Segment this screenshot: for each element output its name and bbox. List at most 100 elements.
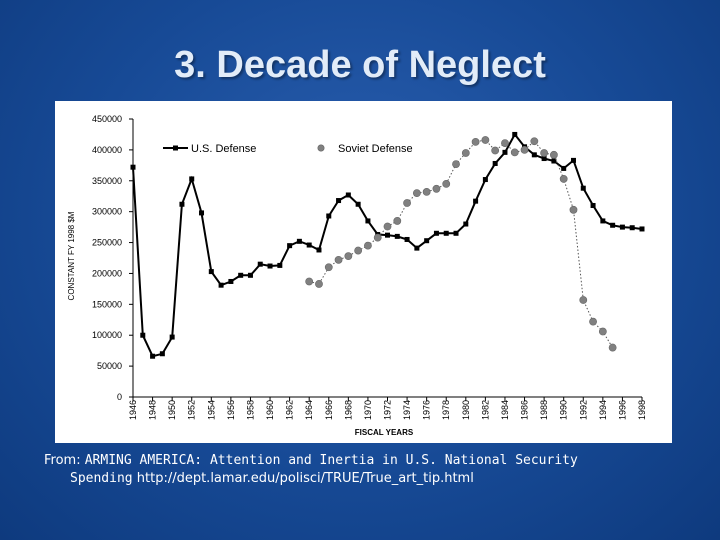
data-point: [598, 327, 607, 336]
caption-prefix: From:: [44, 453, 85, 468]
x-axis-label: FISCAL YEARS: [355, 428, 414, 437]
x-tick-label: 1954: [206, 400, 216, 420]
x-tick-label: 1958: [245, 400, 255, 420]
data-point: [422, 187, 431, 196]
data-point: [492, 160, 498, 166]
x-tick-label: 1974: [402, 400, 412, 420]
legend-marker-us-defense: [173, 145, 178, 151]
series-line: [309, 139, 614, 348]
x-tick-label: 1964: [304, 400, 314, 420]
data-point: [502, 149, 508, 155]
source-caption: From: ARMING AMERICA: Attention and Iner…: [44, 452, 684, 488]
x-tick-label: 1962: [285, 400, 295, 420]
data-point: [257, 261, 263, 267]
data-point: [364, 241, 372, 250]
data-point: [570, 157, 576, 163]
x-tick-label: 1966: [324, 400, 334, 420]
data-point: [629, 225, 635, 231]
caption-source-title: ARMING AMERICA: Attention and Inertia in…: [84, 453, 578, 468]
y-tick-label: 0: [117, 392, 122, 402]
data-point: [610, 222, 616, 228]
data-point: [550, 150, 558, 159]
data-point: [471, 137, 480, 146]
data-point: [238, 272, 244, 278]
data-point: [247, 272, 253, 278]
line-chart: 0 50000 100000 150000 200000 250000 300000 3500…: [67, 114, 647, 437]
data-point: [315, 280, 323, 288]
data-point: [267, 263, 273, 269]
data-point: [579, 296, 588, 304]
data-point: [383, 222, 392, 231]
data-point: [316, 247, 322, 253]
series-us-defense: [130, 131, 645, 359]
data-point: [473, 198, 479, 204]
data-point: [355, 201, 361, 207]
y-tick-label: 50000: [97, 361, 122, 371]
x-tick-label: 1946: [128, 400, 138, 420]
data-point: [531, 152, 537, 158]
data-point: [619, 224, 625, 230]
data-point: [199, 210, 205, 216]
y-tick-label: 300000: [92, 207, 122, 217]
data-point: [169, 334, 175, 340]
x-tick-label: 1952: [187, 400, 197, 420]
data-point: [512, 131, 518, 137]
data-point: [334, 255, 343, 264]
x-tick-label: 1988: [539, 400, 549, 420]
x-tick-label: 1996: [617, 400, 627, 420]
data-point: [150, 353, 156, 359]
data-point: [551, 158, 557, 164]
data-point: [373, 233, 382, 242]
data-point: [179, 201, 185, 207]
y-tick-label: 100000: [92, 330, 122, 340]
x-tick-label: 1970: [363, 400, 373, 420]
x-tick-label: 1982: [480, 400, 490, 420]
x-tick-label: 1980: [461, 400, 471, 420]
data-point: [365, 218, 371, 224]
x-tick-label: 1992: [578, 400, 588, 420]
data-point: [520, 145, 529, 154]
x-tick-label: 1994: [598, 400, 608, 420]
y-tick-label: 250000: [92, 238, 122, 248]
data-point: [414, 245, 420, 251]
caption-source-title-cont: Spending: [70, 471, 133, 486]
legend-label-us-defense: U.S. Defense: [191, 143, 256, 155]
data-point: [228, 278, 234, 284]
data-point: [433, 230, 439, 236]
data-point: [589, 317, 597, 326]
chart-panel: 0 50000 100000 150000 200000 250000 300000 3500…: [55, 101, 672, 443]
data-point: [452, 160, 460, 168]
slide-title: 3. Decade of Neglect: [174, 44, 546, 86]
data-point: [501, 139, 509, 147]
data-point: [159, 351, 165, 357]
legend: U.S. Defense Soviet Defense: [163, 143, 413, 155]
data-point: [432, 184, 441, 193]
data-point: [306, 242, 312, 248]
x-tick-label: 1972: [383, 400, 393, 420]
x-tick-label: 1950: [167, 400, 177, 420]
data-point: [639, 226, 645, 232]
y-tick-label: 150000: [92, 299, 122, 309]
y-axis-label: CONSTANT FY 1998 $M: [67, 211, 76, 300]
data-point: [305, 277, 314, 286]
data-point: [530, 137, 539, 146]
x-tick-label: 1986: [520, 400, 530, 420]
x-tick-label: 1960: [265, 400, 275, 420]
data-point: [559, 175, 568, 183]
data-point: [404, 236, 410, 242]
y-tick-label: 350000: [92, 176, 122, 186]
x-tick-label: 1984: [500, 400, 510, 420]
x-tick-label: 1998: [637, 400, 647, 420]
data-point: [510, 148, 519, 157]
data-point: [569, 205, 578, 214]
x-tick-label: 1956: [226, 400, 236, 420]
y-tick-label: 450000: [92, 114, 122, 124]
y-tick-label: 400000: [92, 145, 122, 155]
x-tick-label: 1968: [343, 400, 353, 420]
data-point: [336, 198, 342, 204]
source-link[interactable]: http://dept.lamar.edu/polisci/TRUE/True_…: [132, 471, 474, 486]
data-point: [189, 176, 195, 182]
x-tick-label: 1978: [441, 400, 451, 420]
data-point: [491, 146, 500, 155]
data-point: [561, 165, 567, 171]
